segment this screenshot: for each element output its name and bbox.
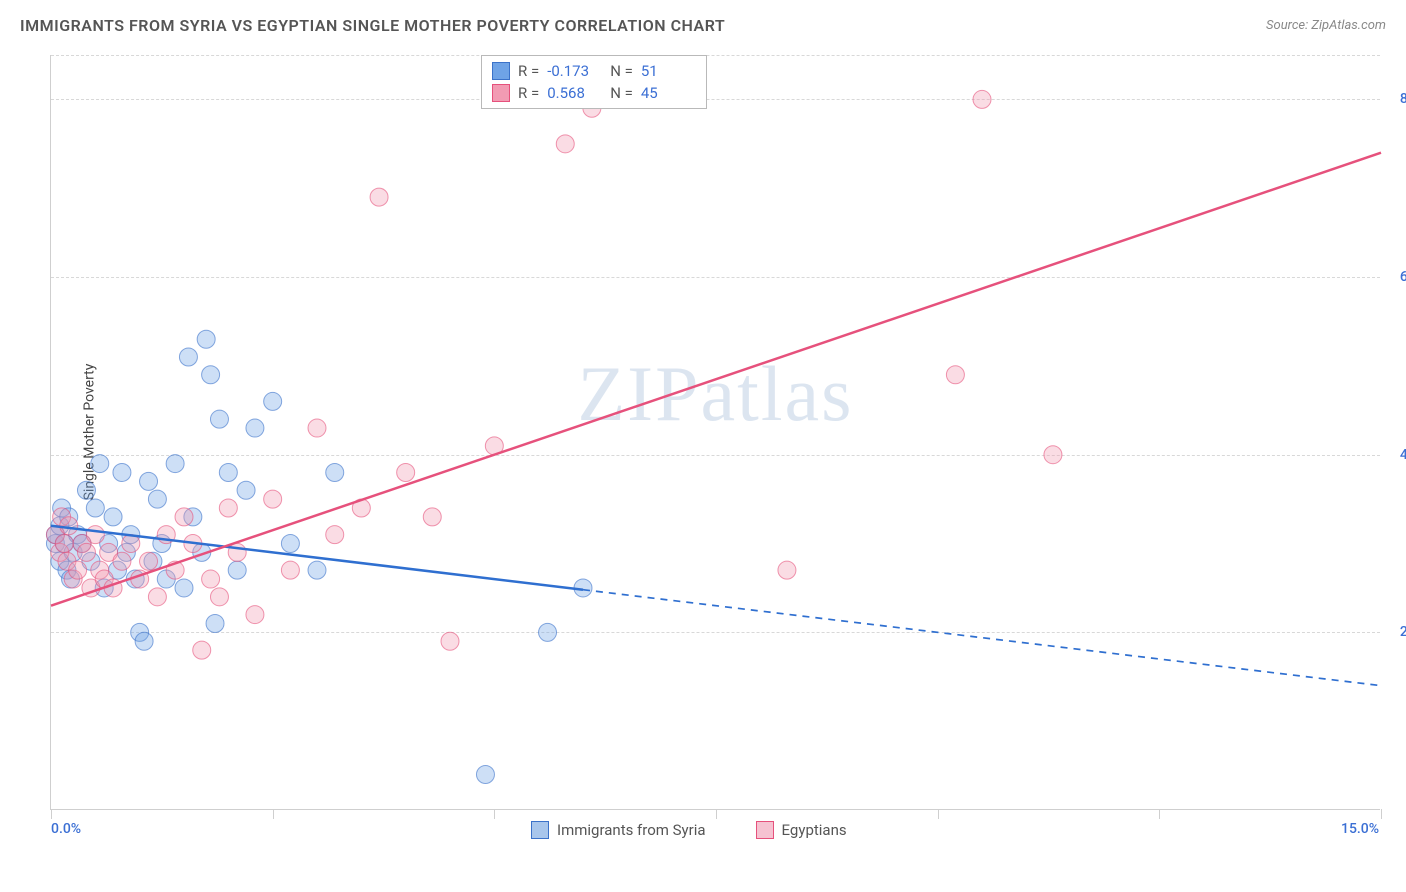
data-point [397,463,415,481]
data-point [140,472,158,490]
data-point [246,606,264,624]
data-point [166,455,184,473]
swatch-bottom-2 [756,821,774,839]
legend-row-series-2: R = 0.568 N = 45 [492,82,696,104]
swatch-bottom-1 [531,821,549,839]
data-point [202,570,220,588]
data-point [113,463,131,481]
data-point [326,526,344,544]
x-tick [716,809,717,819]
legend-label-2: Egyptians [782,821,847,839]
data-point [77,481,95,499]
source-label: Source: ZipAtlas.com [1266,18,1386,33]
data-point [308,419,326,437]
n-value-2: 45 [641,84,696,102]
r-label-2: R = [518,84,539,102]
x-tick [1159,809,1160,819]
r-value-2: 0.568 [547,84,602,102]
data-point [104,508,122,526]
data-point [476,765,494,783]
data-point [539,623,557,641]
data-point [246,419,264,437]
x-tick [51,809,52,819]
y-tick-label: 40.0% [1400,447,1406,463]
data-point [202,366,220,384]
data-point [135,632,153,650]
data-point [148,588,166,606]
x-tick [273,809,274,819]
trend-line-solid [51,153,1381,606]
r-label-1: R = [518,62,539,80]
data-point [206,614,224,632]
data-point [113,552,131,570]
data-point [1044,446,1062,464]
x-tick [938,809,939,819]
x-tick-label: 15.0% [1341,821,1379,837]
data-point [175,508,193,526]
data-point [281,561,299,579]
r-value-1: -0.173 [547,62,602,80]
data-point [55,535,73,553]
n-label-1: N = [610,62,633,80]
data-point [197,330,215,348]
data-point [326,463,344,481]
data-point [264,490,282,508]
x-tick [1381,809,1382,819]
data-point [193,641,211,659]
data-point [423,508,441,526]
data-point [179,348,197,366]
data-point [264,392,282,410]
data-point [210,588,228,606]
data-point [237,481,255,499]
data-point [308,561,326,579]
swatch-series-1 [492,62,510,80]
data-point [210,410,228,428]
n-label-2: N = [610,84,633,102]
plot-area: Single Mother Poverty ZIPatlas 20.0%40.0… [50,55,1380,810]
data-point [175,579,193,597]
data-point [91,455,109,473]
swatch-series-2 [492,84,510,102]
y-tick-label: 60.0% [1400,269,1406,285]
data-point [86,526,104,544]
legend-item-series-1: Immigrants from Syria [531,821,706,839]
x-tick-label: 0.0% [51,821,81,837]
legend-item-series-2: Egyptians [756,821,847,839]
y-tick-label: 20.0% [1400,624,1406,640]
data-point [69,561,87,579]
data-point [441,632,459,650]
y-tick-label: 80.0% [1400,91,1406,107]
data-point [148,490,166,508]
data-point [77,543,95,561]
scatter-svg [51,55,1380,809]
data-point [219,499,237,517]
data-point [219,463,237,481]
data-point [228,561,246,579]
data-point [140,552,158,570]
title-bar: IMMIGRANTS FROM SYRIA VS EGYPTIAN SINGLE… [20,16,1386,35]
x-tick [494,809,495,819]
chart-title: IMMIGRANTS FROM SYRIA VS EGYPTIAN SINGLE… [20,16,725,35]
data-point [973,90,991,108]
legend-correlation-box: R = -0.173 N = 51 R = 0.568 N = 45 [481,55,707,109]
data-point [86,499,104,517]
data-point [60,517,78,535]
legend-label-1: Immigrants from Syria [557,821,706,839]
data-point [556,135,574,153]
data-point [228,543,246,561]
data-point [946,366,964,384]
legend-bottom: Immigrants from Syria Egyptians [531,821,847,839]
data-point [370,188,388,206]
data-point [281,535,299,553]
n-value-1: 51 [641,62,696,80]
legend-row-series-1: R = -0.173 N = 51 [492,60,696,82]
trend-line-dashed [583,590,1381,686]
data-point [778,561,796,579]
